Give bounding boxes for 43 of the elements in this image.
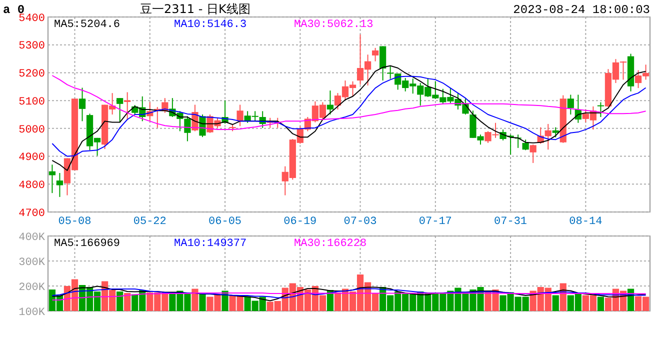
x-tick-label: 06-19 — [284, 216, 317, 228]
candlestick — [56, 172, 64, 198]
y-tick-label: 300K — [18, 256, 46, 269]
text: MA5:166969 — [54, 238, 120, 250]
x-tick-label: 07-17 — [418, 216, 452, 228]
line-series — [52, 288, 646, 298]
candlestick — [530, 144, 536, 164]
x-tick-label: 05-22 — [133, 216, 166, 228]
y-tick-label: 5100 — [18, 96, 45, 108]
candlestick — [522, 139, 529, 151]
text: MA30:166228 — [294, 238, 367, 250]
text: MA30:5062.13 — [294, 19, 374, 31]
candlestick — [620, 60, 627, 80]
candlestick — [567, 94, 574, 115]
candlestick — [236, 104, 244, 127]
annotation: 2023-08-24 18:00:03 — [513, 3, 650, 17]
y-tick-label: 400K — [18, 232, 46, 244]
y-tick-label: 4900 — [18, 152, 45, 164]
y-tick-label: 4700 — [18, 208, 45, 220]
y-tick-label: 5200 — [18, 68, 45, 81]
candlestick — [116, 98, 124, 123]
x-tick-label: 07-03 — [344, 216, 377, 228]
y-tick-label: 5000 — [18, 124, 45, 136]
x-tick-label: 08-14 — [569, 216, 603, 228]
x-tick-label: 05-08 — [58, 216, 92, 228]
text: MA5:5204.6 — [54, 19, 120, 31]
candlestick — [372, 47, 379, 62]
y-tick-label: 4800 — [18, 180, 45, 192]
text: MA10:149377 — [174, 238, 247, 250]
y-tick-label: 200K — [18, 282, 46, 294]
text: MA10:5146.3 — [174, 19, 247, 31]
y-tick-label: 100K — [18, 306, 46, 319]
line-series — [52, 292, 646, 300]
candlestick — [380, 46, 386, 82]
candlestick — [78, 87, 86, 122]
x-tick-label: 07-31 — [494, 216, 528, 228]
chart-title: 豆一2311 - 日K线图 — [140, 2, 250, 16]
x-tick-label: 06-05 — [208, 216, 242, 228]
y-tick-label: 5300 — [18, 40, 45, 53]
candlestick — [597, 102, 604, 118]
candlestick — [387, 66, 394, 80]
candlestick — [326, 90, 334, 115]
y-tick-label: 5400 — [18, 12, 45, 25]
